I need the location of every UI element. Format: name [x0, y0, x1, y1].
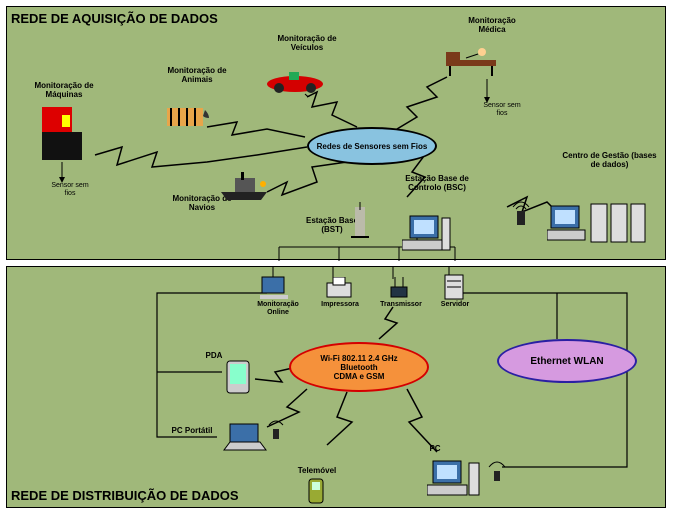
veiculos-label: Monitoração de Veículos [272, 35, 342, 53]
ethernet-oval: Ethernet WLAN [497, 339, 637, 383]
portatil-label: PC Portátil [167, 427, 217, 436]
bst-antenna-icon [347, 202, 373, 242]
medica-label: Monitoração Médica [457, 17, 527, 35]
medical-bed-icon [442, 42, 504, 80]
transmissor-label: Transmissor [377, 301, 425, 309]
racecar-icon [265, 62, 325, 97]
telemovel-label: Telemóvel [295, 467, 339, 476]
pc-antenna-icon [487, 457, 507, 483]
ethernet-label: Ethernet WLAN [530, 356, 603, 367]
machine-icon [37, 107, 87, 162]
bsc-computer-icon [402, 212, 452, 254]
laptop-icon [222, 422, 268, 454]
wifi-antenna-icon [507, 197, 535, 227]
monitor-icon [260, 275, 290, 299]
sensor-network-oval: Redes de Sensores sem Fios [307, 127, 437, 165]
wifi-line1: Wi-Fi 802.11 2.4 GHz [320, 354, 397, 363]
pda-icon [225, 359, 251, 395]
sensor-sub-1: Sensor sem fios [45, 182, 95, 197]
sensor-network-label: Redes de Sensores sem Fios [317, 142, 428, 151]
acquisition-panel: REDE DE AQUISIÇÃO DE DADOS Redes de Sens… [6, 6, 666, 260]
maquinas-label: Monitoração de Máquinas [29, 82, 99, 100]
pc-icon [427, 457, 481, 499]
distribution-panel: REDE DE DISTRIBUIÇÃO DE DADOS Monitoraçã… [6, 266, 666, 508]
wifi-oval: Wi-Fi 802.11 2.4 GHz Bluetooth CDMA e GS… [289, 342, 429, 392]
servidor-label: Servidor [435, 301, 475, 309]
printer-icon [325, 277, 353, 299]
sensor-sub-2: Sensor sem fios [477, 102, 527, 117]
centro-label: Centro de Gestão (bases de dados) [562, 152, 657, 170]
phone-icon [307, 477, 327, 505]
wifi-line2: Bluetooth [340, 363, 377, 372]
datacenter-icon [547, 202, 647, 247]
wifi-line3: CDMA e GSM [334, 372, 385, 381]
impressora-label: Impressora [317, 301, 363, 309]
server-icon [443, 273, 465, 301]
tiger-icon [165, 102, 213, 134]
ship-icon [217, 172, 272, 202]
transmitter-icon [385, 275, 413, 299]
animais-label: Monitoração de Animais [162, 67, 232, 85]
pc-label: PC [425, 445, 445, 454]
online-label: Monitoração Online [253, 301, 303, 316]
laptop-antenna-icon [267, 417, 285, 441]
bsc-label: Estação Base de Controlo (BSC) [397, 175, 477, 193]
